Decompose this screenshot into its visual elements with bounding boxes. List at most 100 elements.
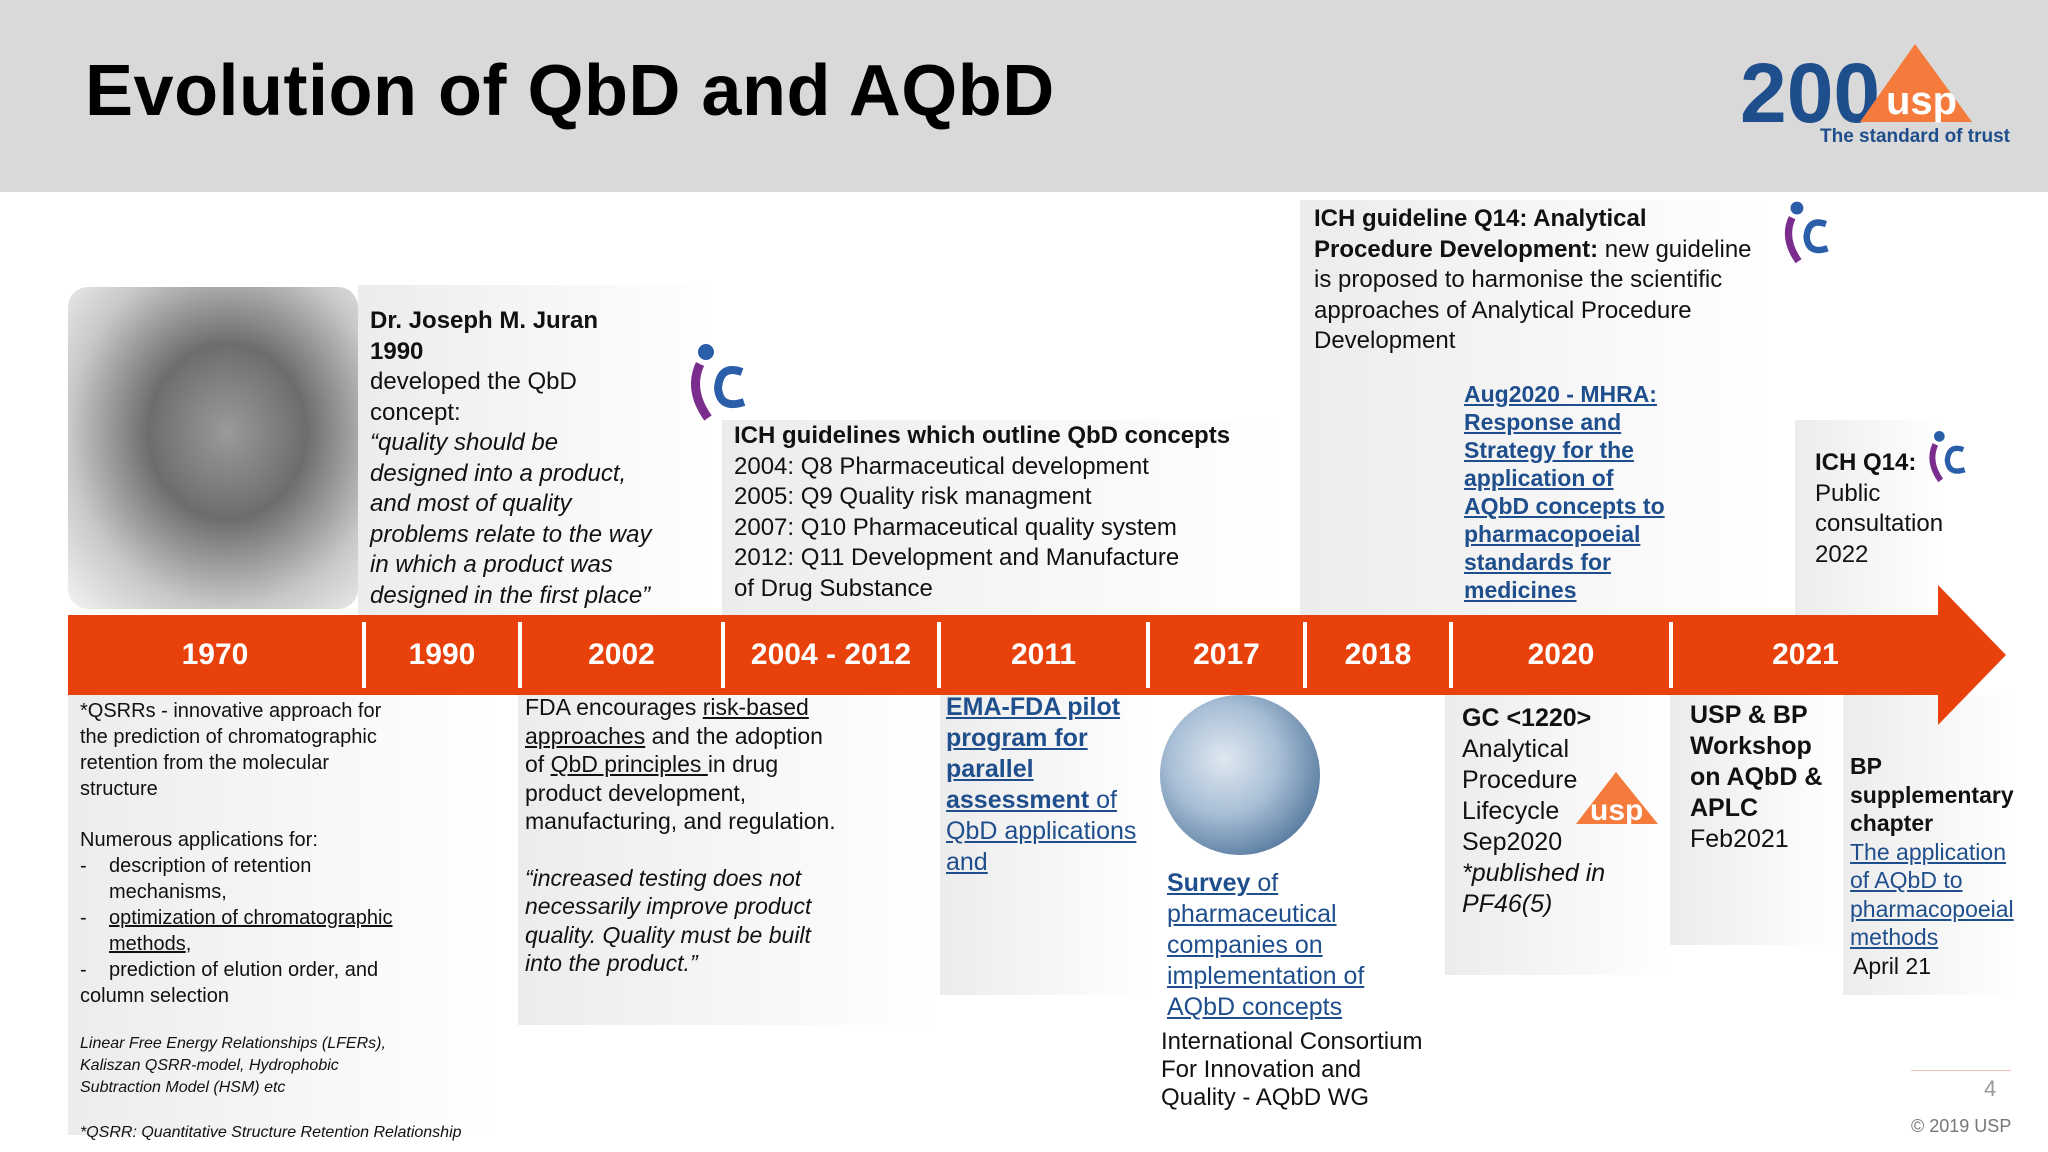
workshop-bg — [1670, 695, 1840, 945]
survey-link-line[interactable]: companies on — [1167, 931, 1323, 959]
juran-block: Dr. Joseph M. Juran 1990 developed the Q… — [370, 306, 700, 611]
qsrr-bullet-cont: mechanisms, — [109, 881, 227, 903]
year-label: 2002 — [588, 638, 655, 671]
juran-quote-line: and most of quality — [370, 490, 572, 517]
workshop-line: Workshop — [1690, 732, 1812, 760]
fda-quote-line: into the product.” — [525, 950, 698, 976]
qsrr-bullet-cont: column selection — [80, 985, 229, 1007]
year-label: 2020 — [1527, 638, 1595, 671]
consult-bg — [1795, 420, 1945, 615]
mhra-link-line[interactable]: Strategy for the — [1464, 437, 1634, 463]
ich-outline-line: of Drug Substance — [734, 574, 933, 602]
q14-block: ICH guideline Q14: Analytical Procedure … — [1314, 204, 1784, 357]
qsrr-footnote: *QSRR: Quantitative Structure Retention … — [80, 1124, 462, 1141]
mhra-link-block[interactable]: Aug2020 - MHRA: Response and Strategy fo… — [1464, 380, 1704, 604]
mhra-link-line[interactable]: standards for — [1464, 549, 1611, 575]
ich-outline-block: ICH guidelines which outline QbD concept… — [734, 421, 1294, 604]
q14-consult-line: 2022 — [1815, 540, 1869, 568]
ema-link-line[interactable]: EMA-FDA pilot — [946, 693, 1121, 721]
bp-link-line[interactable]: pharmacopoeial — [1850, 895, 2014, 922]
gc-line: Procedure — [1462, 766, 1578, 794]
workshop-line: APLC — [1690, 794, 1759, 822]
bp-heading: supplementary — [1850, 781, 2014, 808]
bp-block: BP supplementary chapter The application… — [1850, 752, 2025, 980]
survey-link-line[interactable]: pharmaceutical — [1167, 900, 1337, 928]
qsrr-line: the prediction of chromatographic — [80, 726, 377, 748]
qsrr-model-line: Subtraction Model (HSM) etc — [80, 1079, 286, 1096]
qsrr-model-line: Kaliszan QSRR-model, Hydrophobic — [80, 1057, 339, 1074]
juran-portrait — [68, 287, 358, 609]
bp-link-line[interactable]: of AQbD to — [1850, 867, 1963, 893]
qsrr-model-line: Linear Free Energy Relationships (LFERs)… — [80, 1035, 386, 1052]
bp-heading: chapter — [1850, 810, 1934, 836]
page-number: 4 — [1984, 1076, 1997, 1101]
bp-link-line[interactable]: The application — [1850, 838, 2006, 865]
mhra-link-line[interactable]: Aug2020 - MHRA: — [1464, 381, 1657, 407]
timeline-divider — [721, 622, 725, 688]
qsrr-block: *QSRRs - innovative approach for the pre… — [80, 698, 500, 1009]
ema-link-block[interactable]: EMA-FDA pilot program for parallel asses… — [946, 692, 1156, 878]
timeline-arrowhead — [1938, 585, 2006, 725]
ich-outline-line: 2004: Q8 Pharmaceutical development — [734, 452, 1149, 480]
timeline-bar — [68, 615, 1943, 695]
fda-line: manufacturing, and regulation. — [525, 808, 836, 834]
mhra-link-line[interactable]: AQbD concepts to — [1464, 493, 1665, 519]
juran-quote-line: problems relate to the way — [370, 520, 652, 548]
juran-quote-line: in which a product was — [370, 551, 613, 578]
workshop-line: on AQbD & — [1690, 763, 1823, 791]
qsrr-bullet: - prediction of elution order, and — [80, 959, 379, 981]
q14-consult-line: consultation — [1815, 510, 1944, 537]
consortium-line: Quality - AQbD WG — [1161, 1084, 1370, 1111]
q14-text: new guideline — [1598, 235, 1752, 263]
mhra-link-line[interactable]: pharmacopoeial — [1464, 521, 1641, 547]
fda-quote-line: “increased testing does not — [525, 864, 802, 891]
survey-link-block[interactable]: Survey of pharmaceutical companies on im… — [1167, 868, 1427, 1023]
ema-link-line[interactable]: parallel — [946, 755, 1034, 783]
ich-outline-heading: ICH guidelines which outline QbD concept… — [734, 422, 1231, 449]
gc-bg — [1445, 695, 1670, 975]
mhra-link-line[interactable]: Response and — [1464, 409, 1622, 435]
consortium-line: International Consortium — [1161, 1028, 1423, 1055]
slide-title: Evolution of QbD and AQbD — [85, 51, 1055, 131]
ich-outline-line: 2007: Q10 Pharmaceutical quality system — [734, 513, 1177, 541]
consortium-line: For Innovation and — [1161, 1056, 1362, 1083]
fda-line: product development, — [525, 779, 747, 806]
logo-tagline: The standard of trust — [1820, 126, 2011, 147]
ich-logo-icon — [1929, 431, 1966, 483]
ema-link-line[interactable]: and — [946, 848, 988, 876]
ich-bg — [722, 420, 1282, 615]
year-label: 2004 - 2012 — [750, 638, 912, 671]
qsrr-bg — [68, 695, 498, 1135]
survey-link-line[interactable]: implementation of — [1167, 962, 1365, 990]
ich-outline-line: 2005: Q9 Quality risk managment — [734, 483, 1092, 510]
gc-note: *published in — [1462, 859, 1606, 887]
workshop-date: Feb2021 — [1690, 825, 1789, 853]
q14-line: Development — [1314, 327, 1456, 354]
juran-year: 1990 — [370, 337, 424, 365]
qsrr-bullet-cont: methods, — [109, 933, 192, 955]
q14-line: approaches of Analytical Procedure — [1314, 296, 1692, 324]
ema-link-line[interactable]: program for — [946, 724, 1088, 752]
bp-link-line[interactable]: methods — [1850, 924, 1939, 950]
q14-consult-line: Public — [1815, 479, 1881, 507]
usp-200-logo: 200 usp — [1740, 44, 1972, 140]
qsrr-line: *QSRRs - innovative approach for — [80, 700, 382, 722]
copyright: © 2019 USP — [1911, 1116, 2012, 1136]
qsrr-line: retention from the molecular — [80, 752, 330, 774]
bp-heading: BP — [1850, 753, 1882, 779]
juran-quote-line: “quality should be — [370, 429, 559, 456]
fda-bg — [518, 695, 938, 1025]
q14-bg — [1300, 200, 1770, 615]
footer-rule — [1911, 1070, 2011, 1071]
q14-heading-part: Procedure Development: — [1314, 235, 1599, 263]
timeline-divider — [1146, 622, 1150, 688]
ema-link-line[interactable]: QbD applications — [946, 817, 1137, 845]
timeline-divider — [362, 622, 366, 688]
qsrr-line: structure — [80, 778, 158, 800]
survey-link-line[interactable]: AQbD concepts — [1167, 993, 1343, 1021]
logo-200-text: 200 — [1740, 46, 1880, 140]
mhra-link-line[interactable]: medicines — [1464, 577, 1577, 603]
year-label: 2017 — [1193, 638, 1260, 671]
mhra-link-line[interactable]: application of — [1464, 465, 1614, 491]
timeline-divider — [1669, 622, 1673, 688]
